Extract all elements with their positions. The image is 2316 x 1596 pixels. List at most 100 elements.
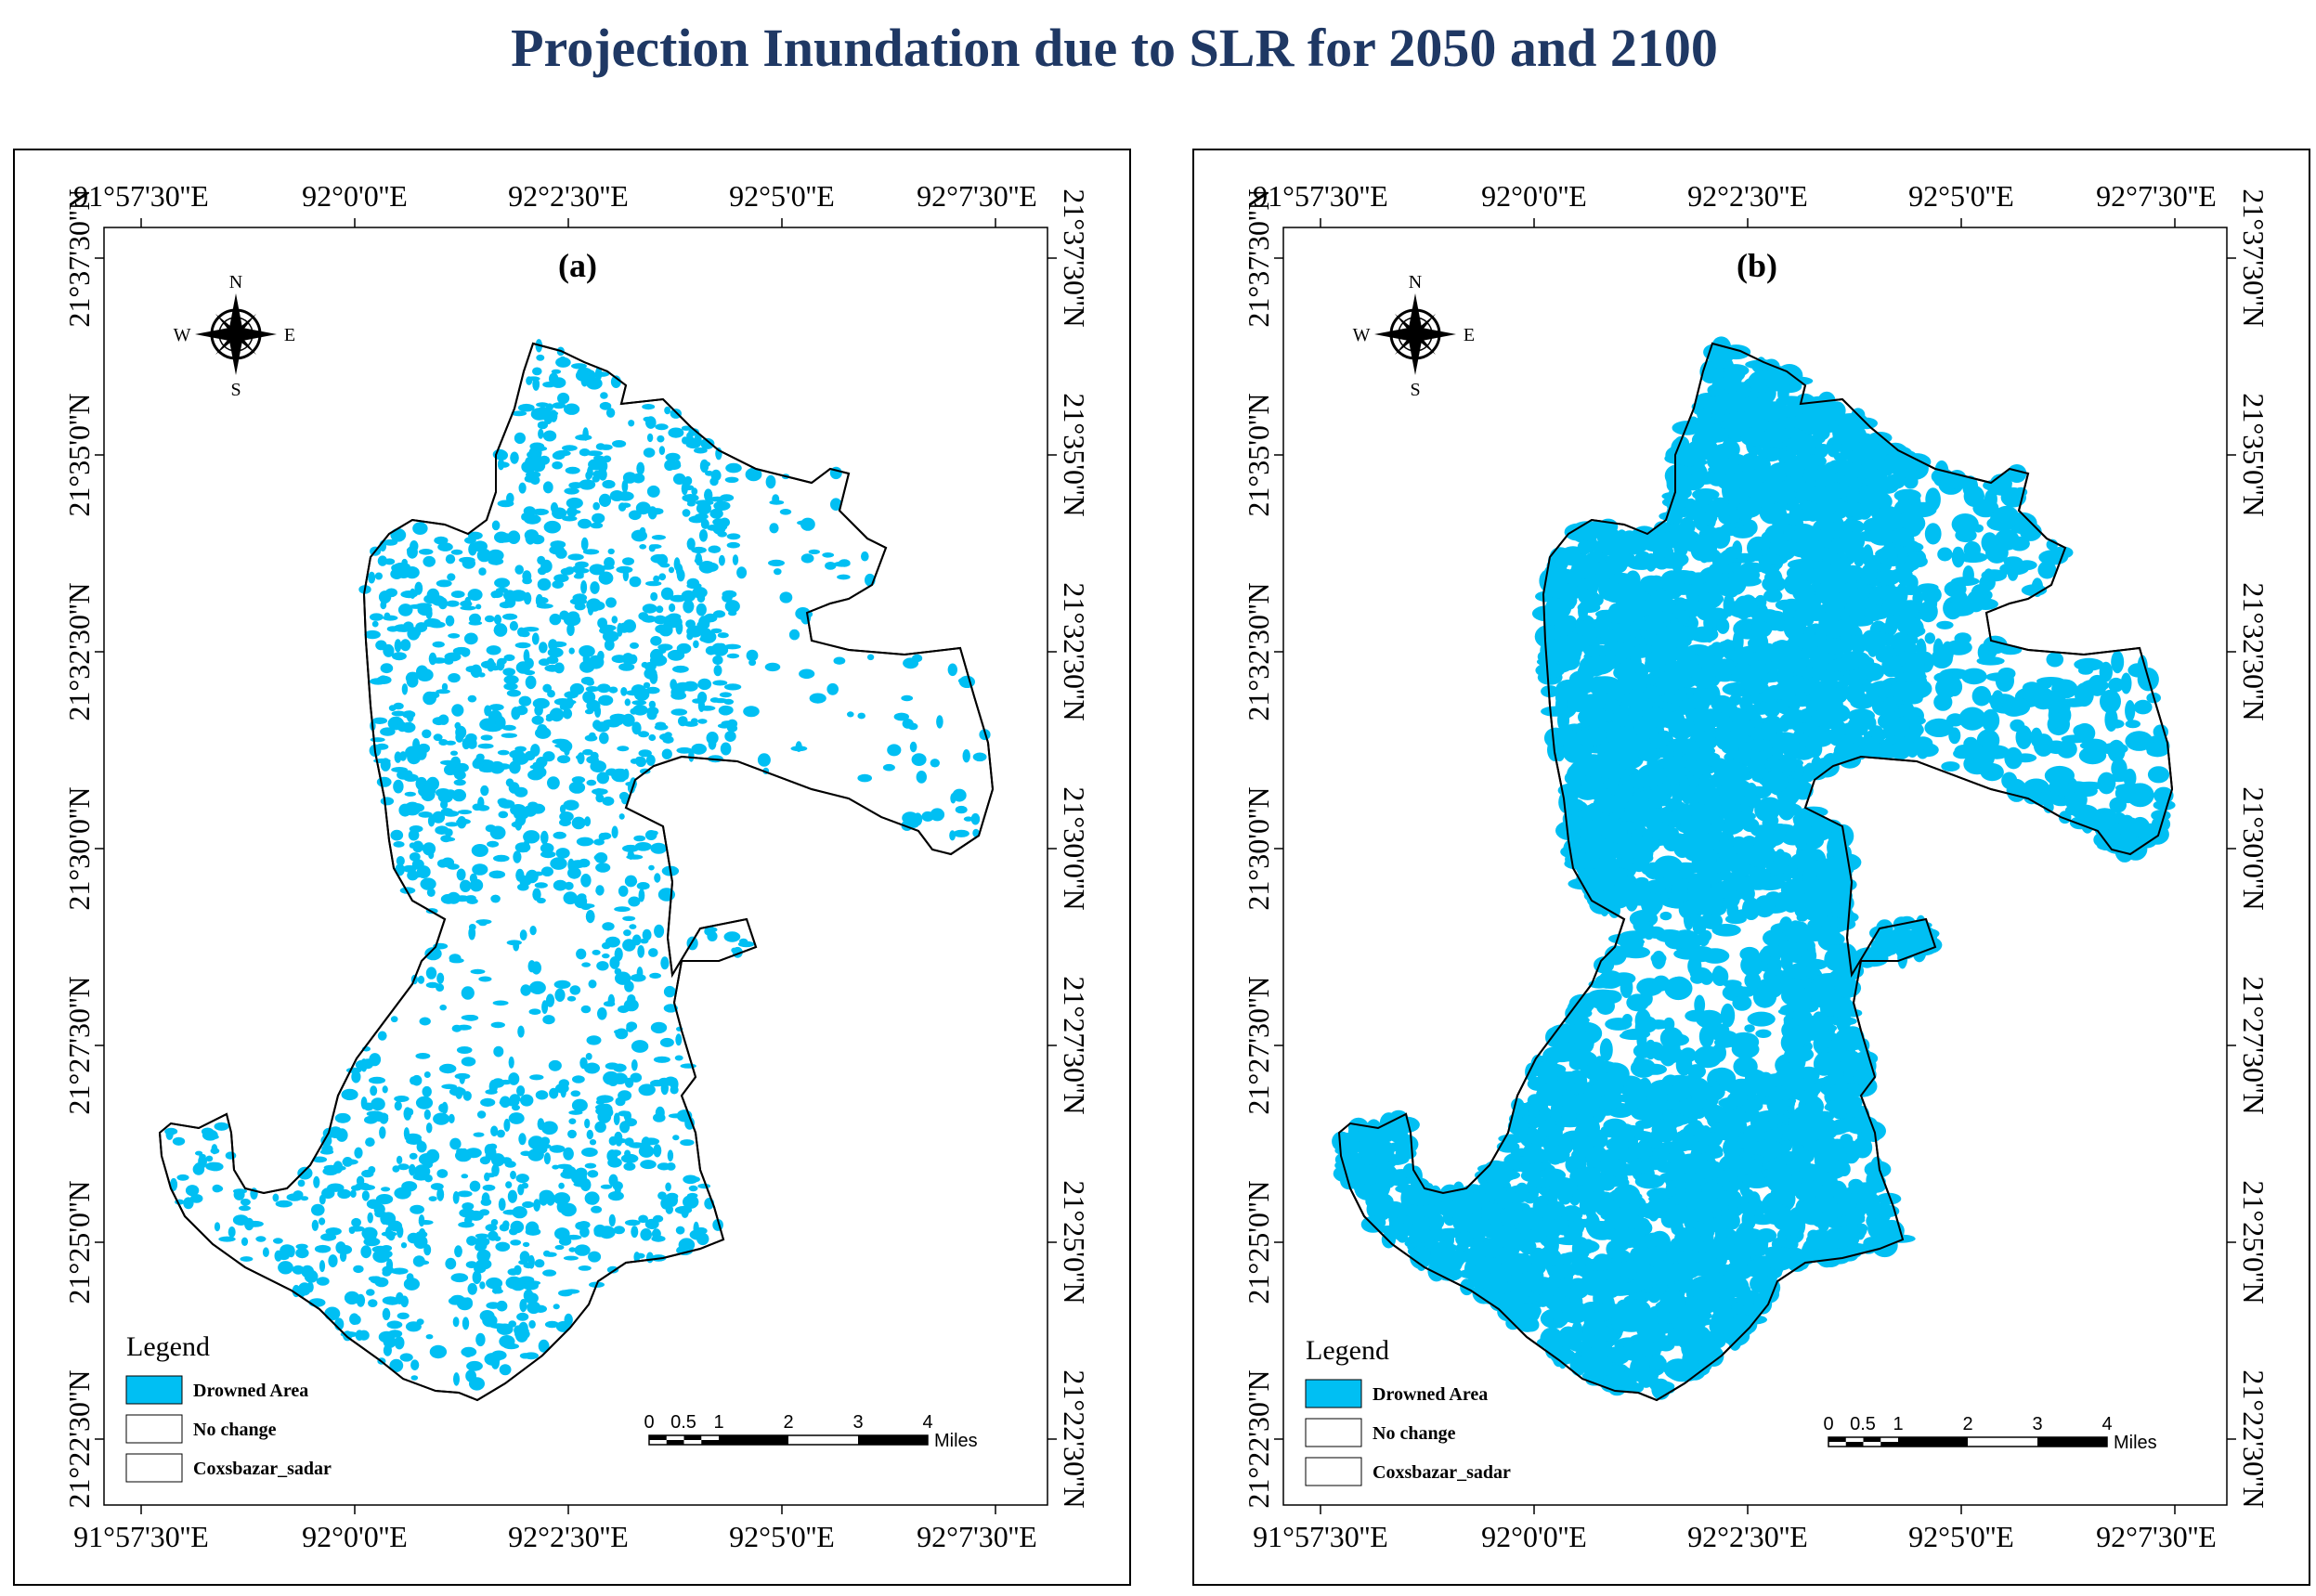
drowned-patch <box>660 587 674 601</box>
drowned-patch <box>584 708 594 715</box>
legend-swatch-drowned <box>125 1375 183 1405</box>
drowned-patch <box>528 980 546 994</box>
drowned-patch <box>599 444 613 450</box>
drowned-patch <box>680 1139 695 1147</box>
drowned-patch <box>429 1344 448 1359</box>
drowned-patch <box>769 523 779 534</box>
drowned-patch <box>1990 508 2017 530</box>
drowned-patch <box>950 793 956 804</box>
drowned-patch <box>1557 1252 1573 1266</box>
drowned-patch <box>723 683 742 691</box>
drowned-patch <box>1580 1239 1593 1251</box>
drowned-patch <box>1954 745 1974 758</box>
drowned-patch <box>2074 722 2096 744</box>
drowned-patch <box>510 1170 516 1180</box>
drowned-patch <box>712 680 728 686</box>
drowned-patch <box>1694 994 1706 1016</box>
drowned-patch <box>833 656 846 665</box>
drowned-patch <box>656 605 664 614</box>
drowned-patch <box>683 475 693 486</box>
drowned-patch <box>2033 733 2054 757</box>
drowned-patch <box>1640 575 1663 590</box>
drowned-patch <box>502 668 515 676</box>
drowned-patch <box>576 837 594 847</box>
drowned-patch <box>295 1248 309 1259</box>
drowned-patch <box>297 1179 306 1187</box>
drowned-patch <box>514 706 528 716</box>
drowned-patch <box>2104 707 2118 732</box>
drowned-patch <box>461 1057 476 1067</box>
lon-tick-top: 92°2'30''E <box>508 179 629 213</box>
drowned-patch <box>2100 689 2121 714</box>
drowned-patch <box>887 744 902 757</box>
drowned-patch <box>696 501 712 515</box>
drowned-patch <box>537 421 549 430</box>
drowned-patch <box>1685 1302 1699 1325</box>
legend: Legend Drowned Area No change Coxsbazar_… <box>125 1331 332 1483</box>
drowned-patch <box>409 852 421 862</box>
drowned-patch <box>451 704 464 717</box>
drowned-patch <box>612 1072 628 1084</box>
drowned-patch <box>218 1236 236 1242</box>
drowned-patch <box>537 1143 552 1149</box>
drowned-patch <box>214 1222 221 1232</box>
lon-tick-bottom: 91°57'30''E <box>1253 1520 1388 1553</box>
drowned-patch <box>356 1293 366 1307</box>
drowned-patch <box>566 995 577 1002</box>
drowned-patch <box>1647 1377 1660 1386</box>
drowned-patch <box>531 508 550 515</box>
drowned-patch <box>838 559 851 567</box>
drowned-patch <box>404 791 416 797</box>
drowned-patch <box>529 1074 544 1081</box>
drowned-patch <box>394 1096 410 1102</box>
drowned-patch <box>736 566 748 579</box>
drowned-patch <box>369 1076 385 1084</box>
drowned-patch <box>1876 1192 1902 1205</box>
drowned-patch <box>1994 528 2020 551</box>
drowned-patch <box>536 603 553 609</box>
drowned-patch <box>503 1118 511 1132</box>
drowned-patch <box>1744 1024 1755 1032</box>
drowned-patch <box>670 594 686 603</box>
drowned-patch <box>591 601 605 611</box>
drowned-patch <box>210 1148 220 1154</box>
drowned-patch <box>587 1170 599 1178</box>
drowned-patch <box>1750 1072 1777 1097</box>
drowned-patch <box>658 446 666 456</box>
drowned-patch <box>340 1331 358 1338</box>
lon-tick-bottom: 91°57'30''E <box>73 1520 209 1553</box>
drowned-patch <box>531 632 540 645</box>
drowned-patch <box>681 482 688 496</box>
drowned-patch <box>585 910 595 924</box>
drowned-patch <box>521 1182 529 1189</box>
drowned-patch <box>653 1056 670 1063</box>
drowned-patch <box>568 482 583 489</box>
drowned-patch <box>597 1007 607 1020</box>
drowned-patch <box>691 546 707 554</box>
drowned-patch <box>391 652 407 661</box>
drowned-patch <box>512 1104 520 1111</box>
drowned-patch <box>658 1077 670 1085</box>
lat-tick-right: 21°27'30''N <box>1058 976 1091 1114</box>
drowned-patch <box>1659 703 1679 712</box>
drowned-patch <box>1740 1099 1763 1113</box>
drowned-patch <box>2147 766 2170 784</box>
drowned-patch <box>476 1249 490 1264</box>
drowned-patch <box>563 891 578 905</box>
drowned-patch <box>639 544 647 550</box>
drowned-patch <box>457 810 473 815</box>
drowned-patch <box>1919 601 1938 623</box>
lon-tick-top: 92°7'30''E <box>2096 179 2217 213</box>
drowned-patch <box>537 555 546 565</box>
lon-tick-bottom: 92°5'0''E <box>729 1520 835 1553</box>
drowned-patch <box>432 811 446 824</box>
drowned-patch <box>478 976 492 982</box>
drowned-patch <box>582 549 600 555</box>
drowned-patch <box>515 1174 529 1184</box>
drowned-patch <box>695 1226 708 1235</box>
drowned-patch <box>482 1184 496 1191</box>
drowned-patch <box>549 545 566 555</box>
scale-bar: 0 0.5 1 2 3 4 Miles <box>644 1412 977 1451</box>
drowned-patch <box>580 580 588 594</box>
drowned-patch <box>788 629 800 641</box>
